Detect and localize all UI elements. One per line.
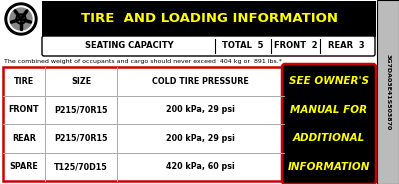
- Text: 420 kPa, 60 psi: 420 kPa, 60 psi: [166, 162, 235, 171]
- Text: FRONT  2: FRONT 2: [274, 42, 318, 50]
- Text: SPARE: SPARE: [10, 162, 38, 171]
- Text: SEE OWNER'S: SEE OWNER'S: [289, 76, 369, 86]
- Text: The combined weight of occupants and cargo should never exceed  404 kg or  891 l: The combined weight of occupants and car…: [4, 59, 282, 63]
- Text: SEATING CAPACITY: SEATING CAPACITY: [85, 42, 174, 50]
- Text: ADDITIONAL: ADDITIONAL: [293, 133, 365, 143]
- Text: COLD TIRE PRESSURE: COLD TIRE PRESSURE: [152, 77, 249, 86]
- Circle shape: [18, 16, 24, 22]
- Text: 200 kPa, 29 psi: 200 kPa, 29 psi: [166, 105, 235, 114]
- Text: REAR: REAR: [12, 134, 36, 143]
- Text: REAR  3: REAR 3: [328, 42, 365, 50]
- FancyBboxPatch shape: [282, 64, 376, 184]
- Circle shape: [10, 8, 32, 30]
- Text: FRONT: FRONT: [9, 105, 40, 114]
- Circle shape: [5, 3, 37, 35]
- Bar: [377, 0, 399, 184]
- Circle shape: [16, 14, 26, 24]
- Text: P215/70R15: P215/70R15: [54, 105, 108, 114]
- Text: P215/70R15: P215/70R15: [54, 134, 108, 143]
- FancyBboxPatch shape: [42, 36, 375, 56]
- Text: T125/70D15: T125/70D15: [54, 162, 108, 171]
- Circle shape: [20, 17, 22, 20]
- FancyBboxPatch shape: [0, 0, 380, 184]
- Bar: [1, 1, 42, 37]
- Text: TIRE: TIRE: [14, 77, 34, 86]
- Bar: [42, 1, 376, 37]
- Text: INFORMATION: INFORMATION: [288, 162, 370, 172]
- Circle shape: [8, 6, 34, 32]
- Text: MANUAL FOR: MANUAL FOR: [290, 105, 367, 115]
- Bar: [3, 67, 284, 181]
- Text: SIZE: SIZE: [71, 77, 91, 86]
- Text: TIRE  AND LOADING INFORMATION: TIRE AND LOADING INFORMATION: [81, 13, 338, 26]
- Text: 3G7DA03E41S503870: 3G7DA03E41S503870: [385, 54, 391, 130]
- Text: TOTAL  5: TOTAL 5: [222, 42, 264, 50]
- Text: 200 kPa, 29 psi: 200 kPa, 29 psi: [166, 134, 235, 143]
